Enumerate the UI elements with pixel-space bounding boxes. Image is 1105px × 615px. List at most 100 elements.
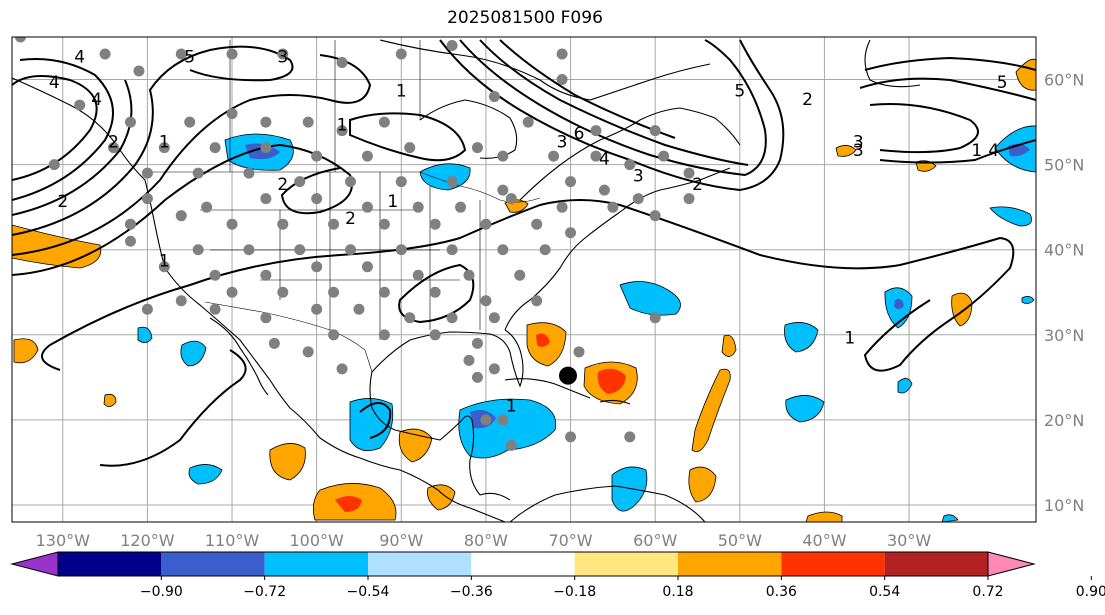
observation-dot — [395, 176, 407, 188]
colorbar-label: −0.54 — [347, 584, 390, 600]
positive-anomaly — [721, 334, 737, 357]
contour-line — [859, 77, 1036, 101]
observation-dot — [209, 269, 221, 281]
observation-dot — [404, 312, 416, 324]
colorbar-segment — [264, 552, 368, 576]
us-canada-border — [145, 171, 541, 203]
contour-line — [869, 103, 979, 154]
lon-tick-label: 70°W — [548, 531, 592, 550]
observation-dot — [302, 346, 314, 358]
positive-anomaly — [103, 393, 117, 407]
observation-dot — [378, 116, 390, 128]
contour-line — [359, 402, 392, 439]
colorbar-label: −0.90 — [140, 584, 183, 600]
contour-label: 4 — [49, 73, 60, 93]
observation-dot — [260, 269, 272, 281]
positive-anomaly — [951, 292, 973, 327]
lat-tick-label: 30°N — [1044, 326, 1084, 345]
lat-tick-label: 20°N — [1044, 411, 1084, 430]
contour-label: 3 — [277, 48, 288, 68]
observation-dot — [124, 235, 136, 247]
observation-dot — [226, 108, 238, 120]
observation-dot — [539, 244, 551, 256]
observation-dot — [175, 210, 187, 222]
observation-dot — [522, 116, 534, 128]
observation-dot — [175, 48, 187, 60]
observation-dot — [48, 159, 60, 171]
observation-dot — [277, 286, 289, 298]
observation-dot — [573, 346, 585, 358]
positive-anomaly — [398, 428, 433, 463]
contour-label: 1 — [396, 82, 407, 102]
colorbar: −0.90 −0.72 −0.54 −0.36 −0.18 0.18 0.36 0.54 0.7… — [10, 551, 1105, 600]
colorbar-label: −0.72 — [243, 584, 286, 600]
observation-dot — [488, 312, 500, 324]
observation-dot — [446, 176, 458, 188]
observation-dot — [158, 261, 170, 273]
contour-label: 4 — [91, 90, 102, 110]
contour-label: 1 — [844, 328, 855, 348]
observation-dot — [345, 244, 357, 256]
observation-dot — [336, 363, 348, 375]
observation-dot — [201, 201, 213, 213]
observation-dot — [175, 295, 187, 307]
contour-label: 2 — [802, 90, 813, 110]
contour-label: 2 — [692, 175, 703, 195]
negative-anomaly — [784, 322, 819, 353]
colorbar-segment — [574, 552, 678, 576]
observation-dot — [531, 295, 543, 307]
observation-dot — [141, 193, 153, 205]
observation-dot — [404, 142, 416, 154]
positive-anomaly — [835, 145, 857, 157]
coastline-greenland — [864, 39, 921, 88]
observation-dots — [14, 37, 695, 451]
coastline-cuba — [504, 378, 591, 399]
colorbar-label: 0.72 — [972, 584, 1003, 600]
observation-dot — [328, 286, 340, 298]
colorbar-label: 0.18 — [662, 584, 693, 600]
contour-label: 3 — [853, 141, 864, 161]
observation-dot — [497, 414, 509, 426]
observation-dot — [226, 286, 238, 298]
observation-dot — [480, 218, 492, 230]
observation-dot — [14, 37, 26, 43]
colorbar-segment — [781, 552, 885, 576]
observation-dot — [607, 201, 619, 213]
observation-dot — [446, 40, 458, 52]
contour-label: 1 — [971, 141, 982, 161]
observation-dot — [378, 329, 390, 341]
observation-dot — [429, 329, 441, 341]
observation-dot — [590, 125, 602, 137]
contour-label: 5 — [997, 73, 1008, 93]
lon-tick-label: 60°W — [633, 531, 677, 550]
state-borders — [145, 40, 541, 373]
observation-dot — [565, 176, 577, 188]
observation-dot — [184, 116, 196, 128]
observation-dot — [471, 371, 483, 383]
coastline-gulf — [371, 329, 524, 388]
observation-dot — [497, 150, 509, 162]
contour-line — [12, 45, 294, 236]
lon-tick-label: 100°W — [289, 531, 344, 550]
negative-anomaly — [188, 464, 223, 485]
observation-dot — [302, 116, 314, 128]
observation-dot — [514, 269, 526, 281]
observation-dot — [294, 244, 306, 256]
observation-dot — [158, 142, 170, 154]
coastline-hispaniola — [599, 399, 631, 405]
lon-tick-label: 110°W — [205, 531, 260, 550]
contour-line — [12, 58, 114, 201]
lat-tick-label: 40°N — [1044, 241, 1084, 260]
observation-dot — [658, 150, 670, 162]
positive-anomaly — [269, 443, 306, 481]
contour-label: 5 — [734, 82, 745, 102]
height-contours — [12, 39, 1036, 467]
observation-dot — [471, 142, 483, 154]
observation-dot — [353, 303, 365, 315]
lon-tick-label: 80°W — [464, 531, 508, 550]
lon-tick-label: 120°W — [120, 531, 175, 550]
observation-dot — [99, 48, 111, 60]
contour-label: 5 — [184, 48, 195, 68]
observation-dot — [624, 159, 636, 171]
contour-label: 2 — [277, 175, 288, 195]
